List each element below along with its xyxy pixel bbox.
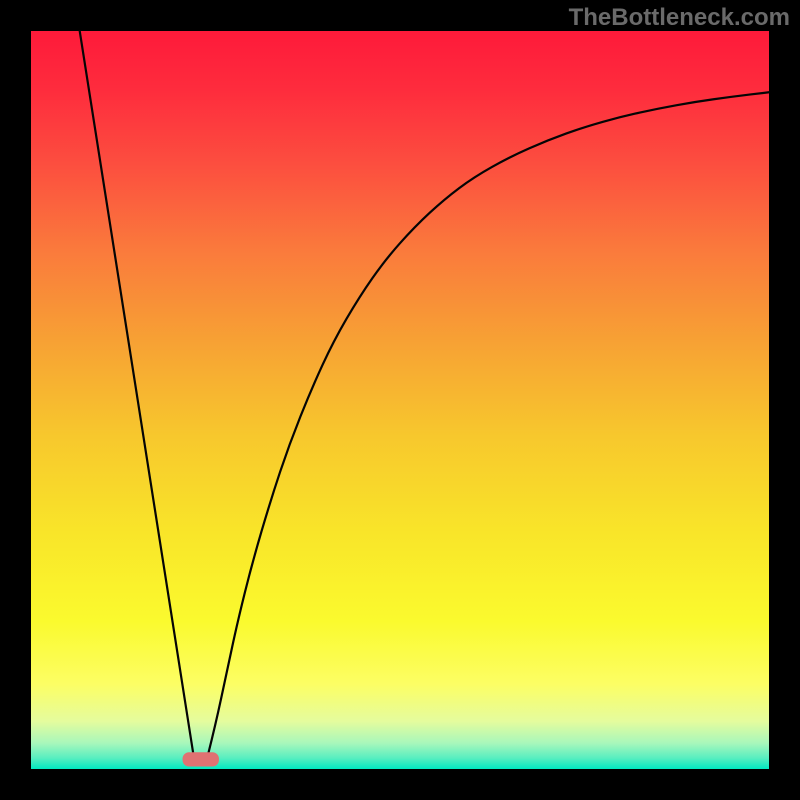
- bottleneck-chart: TheBottleneck.com: [0, 0, 800, 800]
- chart-svg: [0, 0, 800, 800]
- optimum-marker: [183, 753, 218, 766]
- watermark-text: TheBottleneck.com: [569, 4, 790, 32]
- chart-plot-area: [31, 31, 769, 769]
